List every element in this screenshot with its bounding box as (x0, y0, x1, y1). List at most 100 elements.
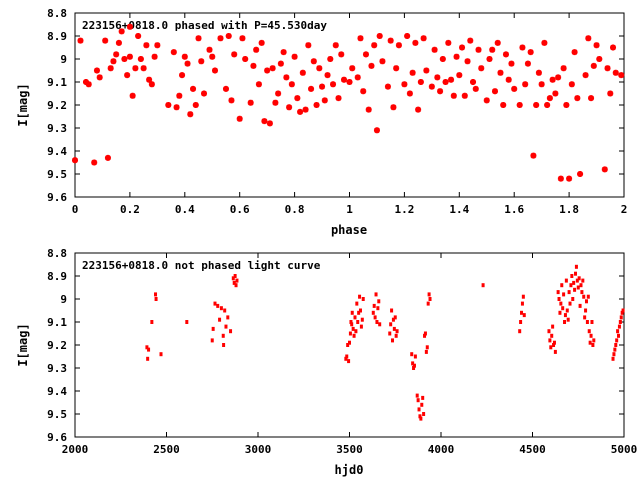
unphased-plot-point (350, 322, 354, 327)
unphased-plot-point (428, 297, 432, 301)
unphased-plot-point (358, 308, 362, 313)
unphased-plot-point (216, 303, 220, 308)
phased-plot-point (242, 56, 249, 62)
unphased-plot-point (583, 315, 587, 320)
unphased-plot-point (522, 313, 526, 318)
phased-plot-point (165, 102, 172, 108)
unphased-plot-point (548, 338, 552, 343)
phased-plot-y-label: I[mag] (16, 83, 30, 126)
phased-plot-point (494, 39, 501, 46)
phased-plot-point (179, 72, 186, 79)
phased-plot-point (272, 99, 279, 106)
unphased-plot-point (584, 299, 588, 304)
phased-plot-point (102, 37, 109, 44)
phased-plot-point (582, 72, 589, 79)
phased-plot-point (140, 65, 147, 72)
unphased-plot-point (375, 320, 379, 324)
unphased-plot-point (416, 398, 420, 403)
phased-plot-point (148, 81, 155, 88)
phased-plot-point (557, 175, 564, 182)
phased-plot-x-tick-label: 0.2 (120, 203, 140, 216)
phased-plot-point (113, 51, 120, 58)
unphased-plot-point (572, 280, 576, 285)
unphased-plot-x-label: hjd0 (335, 463, 364, 477)
phased-plot-point (316, 65, 323, 72)
unphased-plot-point (584, 308, 588, 313)
phased-plot-point (450, 92, 457, 99)
unphased-plot-point (577, 276, 581, 281)
phased-plot-point (439, 56, 446, 62)
unphased-plot-point (552, 343, 556, 347)
unphased-plot-point (614, 343, 618, 347)
unphased-plot-point (159, 352, 163, 357)
phased-plot-point (384, 83, 391, 90)
phased-plot-point (338, 51, 345, 58)
unphased-plot: 223156+0818.0 not phased light curve hjd… (16, 247, 637, 477)
unphased-plot-point (563, 320, 567, 324)
phased-plot-x-tick-label: 0.8 (285, 203, 305, 216)
unphased-plot-y-tick-label: 9.5 (47, 408, 67, 421)
unphased-plot-point (154, 292, 158, 297)
phased-plot-y-tick-label: 9.5 (47, 168, 67, 181)
unphased-plot-point (612, 352, 616, 357)
phased-plot-point (247, 99, 254, 106)
phased-plot-point (264, 67, 271, 74)
phased-plot-point (297, 108, 304, 115)
unphased-plot-point (565, 308, 569, 313)
phased-plot-point (85, 81, 92, 88)
phased-plot-point (590, 62, 597, 69)
unphased-plot-point (390, 308, 394, 313)
unphased-plot-y-tick-label: 9.4 (47, 385, 67, 398)
phased-plot-x-tick-label: 1.4 (449, 203, 469, 216)
phased-plot-point (453, 53, 460, 60)
unphased-plot-point (418, 414, 422, 419)
phased-plot-point (250, 62, 257, 69)
unphased-plot-point (568, 301, 572, 306)
unphased-plot-point (348, 340, 351, 345)
phased-plot-point (461, 92, 468, 99)
unphased-plot-point (611, 356, 615, 361)
phased-plot-point (409, 69, 416, 76)
phased-plot-point (585, 35, 592, 42)
unphased-plot-x-tick-label: 4000 (428, 443, 455, 456)
phased-plot-point (527, 49, 534, 56)
unphased-plot-point (146, 356, 150, 361)
phased-plot-point (387, 37, 394, 44)
unphased-plot-point (573, 287, 577, 292)
phased-plot-point (217, 35, 224, 42)
phased-plot-point (601, 166, 608, 173)
phased-plot-point (211, 67, 218, 74)
phased-plot-point (555, 74, 562, 81)
unphased-plot-point (224, 324, 228, 329)
phased-plot-point (486, 56, 493, 62)
unphased-plot-point (347, 359, 351, 364)
unphased-plot-point (552, 340, 556, 345)
phased-plot-x-tick-label: 1.2 (394, 203, 414, 216)
unphased-plot-point (613, 347, 617, 352)
phased-plot-point (434, 74, 441, 81)
unphased-plot-point (560, 283, 564, 288)
phased-plot-point (253, 46, 260, 53)
phased-plot-point (368, 62, 375, 69)
unphased-plot-point (211, 326, 215, 331)
phased-plot-point (346, 79, 353, 85)
unphased-plot-point (351, 326, 355, 331)
phased-plot-point (552, 90, 559, 97)
phased-plot-ticks: 0 0.2 0.4 0.6 0.8 1 1.2 1.4 1.6 1.8 2 8.8 8.9 9 9.1 9.2… (47, 7, 627, 216)
phased-plot-point (206, 46, 213, 53)
phased-plot-point (456, 72, 463, 79)
phased-plot-point (522, 81, 529, 88)
phased-plot-x-tick-label: 1.6 (504, 203, 524, 216)
unphased-plot-y-tick-label: 9.6 (47, 431, 67, 444)
phased-plot-point (395, 42, 402, 49)
phased-plot-point (269, 65, 276, 72)
unphased-plot-point (547, 329, 551, 334)
phased-plot-point (373, 127, 380, 134)
phased-plot-y-tick-label: 9.2 (47, 99, 67, 112)
phased-plot-point (330, 81, 337, 88)
phased-plot-point (472, 85, 479, 92)
phased-plot-point (533, 102, 540, 108)
phased-plot-point (577, 171, 584, 177)
unphased-plot-x-tick-label: 2500 (153, 443, 180, 456)
phased-plot-point (393, 65, 400, 72)
